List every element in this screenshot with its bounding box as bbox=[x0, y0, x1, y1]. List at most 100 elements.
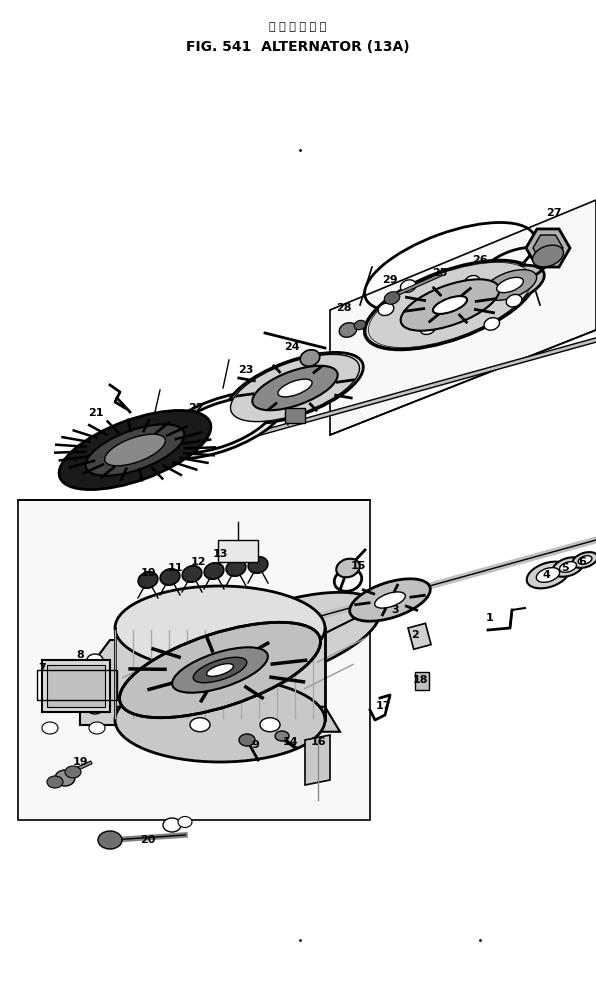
Text: 7: 7 bbox=[38, 663, 46, 673]
Ellipse shape bbox=[484, 317, 499, 330]
Bar bbox=[115, 628, 325, 720]
Text: 21: 21 bbox=[88, 408, 104, 418]
Text: 3: 3 bbox=[391, 605, 399, 615]
Ellipse shape bbox=[59, 410, 211, 490]
Ellipse shape bbox=[339, 322, 357, 337]
Text: 17: 17 bbox=[375, 701, 391, 711]
Text: 14: 14 bbox=[282, 737, 298, 747]
Text: 28: 28 bbox=[336, 303, 352, 313]
Text: FIG. 541  ALTERNATOR (13A): FIG. 541 ALTERNATOR (13A) bbox=[186, 40, 410, 54]
Ellipse shape bbox=[179, 592, 380, 687]
Polygon shape bbox=[330, 200, 596, 435]
Ellipse shape bbox=[384, 292, 400, 305]
Text: オ ル タ ネ ー タ: オ ル タ ネ ー タ bbox=[269, 22, 327, 32]
Ellipse shape bbox=[572, 552, 596, 568]
Ellipse shape bbox=[560, 562, 576, 573]
Text: 22: 22 bbox=[188, 403, 204, 413]
Ellipse shape bbox=[160, 569, 180, 585]
Ellipse shape bbox=[167, 398, 273, 453]
Ellipse shape bbox=[401, 279, 499, 330]
Ellipse shape bbox=[401, 280, 416, 293]
Text: 26: 26 bbox=[472, 255, 488, 265]
Ellipse shape bbox=[163, 818, 181, 832]
Ellipse shape bbox=[87, 702, 103, 714]
Ellipse shape bbox=[115, 678, 325, 762]
Ellipse shape bbox=[375, 592, 405, 608]
Ellipse shape bbox=[89, 722, 105, 734]
Bar bbox=[408, 623, 431, 649]
Ellipse shape bbox=[552, 557, 583, 577]
Ellipse shape bbox=[65, 766, 81, 778]
Ellipse shape bbox=[204, 563, 224, 580]
Ellipse shape bbox=[368, 262, 532, 347]
Ellipse shape bbox=[86, 424, 184, 476]
Ellipse shape bbox=[365, 260, 535, 349]
Ellipse shape bbox=[476, 265, 544, 305]
Bar bbox=[42, 660, 110, 712]
Bar bbox=[218, 540, 258, 562]
Bar bbox=[285, 408, 305, 423]
Text: 20: 20 bbox=[140, 835, 156, 845]
Ellipse shape bbox=[105, 434, 165, 466]
Ellipse shape bbox=[378, 303, 394, 315]
Ellipse shape bbox=[496, 277, 523, 293]
Text: 25: 25 bbox=[432, 268, 448, 278]
Text: 10: 10 bbox=[140, 568, 156, 578]
Ellipse shape bbox=[193, 658, 247, 682]
Ellipse shape bbox=[42, 722, 58, 734]
Bar bbox=[415, 672, 429, 690]
Ellipse shape bbox=[350, 579, 430, 621]
Ellipse shape bbox=[207, 664, 234, 676]
Ellipse shape bbox=[115, 586, 325, 670]
Text: 12: 12 bbox=[190, 557, 206, 567]
Ellipse shape bbox=[190, 718, 210, 732]
Text: 23: 23 bbox=[238, 365, 254, 375]
Ellipse shape bbox=[300, 350, 320, 366]
Text: 18: 18 bbox=[412, 675, 428, 685]
Ellipse shape bbox=[239, 734, 255, 746]
Ellipse shape bbox=[252, 366, 338, 410]
Ellipse shape bbox=[275, 731, 289, 741]
Text: 27: 27 bbox=[547, 208, 562, 218]
Ellipse shape bbox=[536, 568, 560, 583]
Ellipse shape bbox=[138, 572, 158, 588]
Ellipse shape bbox=[178, 817, 192, 828]
Polygon shape bbox=[18, 500, 370, 820]
Ellipse shape bbox=[226, 352, 364, 423]
Bar bbox=[47, 665, 105, 707]
Ellipse shape bbox=[464, 276, 480, 288]
Ellipse shape bbox=[420, 322, 436, 334]
Polygon shape bbox=[80, 640, 115, 725]
Ellipse shape bbox=[47, 776, 63, 788]
Text: 24: 24 bbox=[284, 342, 300, 352]
Text: 4: 4 bbox=[542, 570, 550, 580]
Text: 1: 1 bbox=[486, 613, 494, 623]
Ellipse shape bbox=[87, 654, 103, 666]
Text: 29: 29 bbox=[382, 275, 398, 285]
Ellipse shape bbox=[98, 831, 122, 849]
Ellipse shape bbox=[527, 562, 569, 588]
Ellipse shape bbox=[156, 392, 284, 459]
Bar bbox=[37, 670, 117, 700]
Ellipse shape bbox=[278, 379, 312, 397]
Ellipse shape bbox=[433, 296, 467, 314]
Ellipse shape bbox=[226, 560, 246, 577]
Ellipse shape bbox=[506, 295, 522, 307]
Text: 6: 6 bbox=[578, 557, 586, 567]
Text: 15: 15 bbox=[350, 561, 366, 571]
Text: 9: 9 bbox=[251, 740, 259, 750]
Ellipse shape bbox=[172, 647, 268, 692]
Polygon shape bbox=[115, 707, 340, 732]
Polygon shape bbox=[305, 735, 330, 785]
Ellipse shape bbox=[248, 557, 268, 574]
Text: 5: 5 bbox=[561, 563, 569, 573]
Ellipse shape bbox=[336, 559, 360, 578]
Ellipse shape bbox=[119, 622, 321, 718]
Ellipse shape bbox=[533, 245, 563, 267]
Ellipse shape bbox=[182, 566, 202, 583]
Text: 11: 11 bbox=[167, 563, 183, 573]
Ellipse shape bbox=[483, 270, 536, 301]
Ellipse shape bbox=[260, 718, 280, 732]
Ellipse shape bbox=[578, 556, 592, 565]
Ellipse shape bbox=[231, 354, 359, 421]
